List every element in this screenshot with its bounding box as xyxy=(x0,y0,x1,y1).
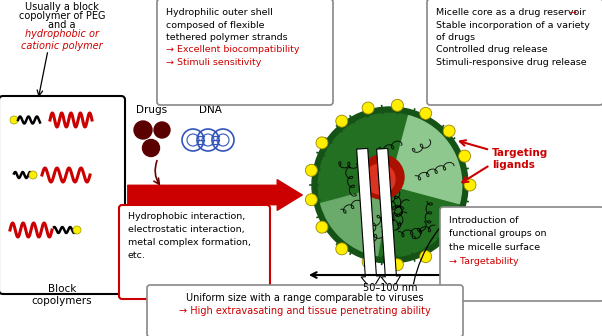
Text: electrostatic interaction,: electrostatic interaction, xyxy=(128,225,244,234)
Text: metal complex formation,: metal complex formation, xyxy=(128,238,251,247)
Text: Usually a block: Usually a block xyxy=(25,2,99,12)
Text: Block
copolymers: Block copolymers xyxy=(32,284,92,306)
Text: Stable incorporation of a variety: Stable incorporation of a variety xyxy=(436,20,590,30)
Circle shape xyxy=(143,139,160,157)
Text: → Excellent biocompatibility: → Excellent biocompatibility xyxy=(166,45,300,54)
Text: tethered polymer strands: tethered polymer strands xyxy=(166,33,288,42)
FancyArrowPatch shape xyxy=(356,149,380,290)
FancyBboxPatch shape xyxy=(427,0,602,105)
Circle shape xyxy=(305,194,317,206)
Text: Controlled drug release: Controlled drug release xyxy=(436,45,548,54)
Wedge shape xyxy=(390,116,462,204)
Text: 50–100 nm: 50–100 nm xyxy=(363,283,417,293)
Text: → Targetability: → Targetability xyxy=(449,256,519,265)
Circle shape xyxy=(365,164,395,194)
Text: Uniform size with a range comparable to viruses: Uniform size with a range comparable to … xyxy=(186,293,424,303)
Circle shape xyxy=(459,208,471,220)
FancyBboxPatch shape xyxy=(147,285,463,336)
FancyArrowPatch shape xyxy=(377,149,400,290)
Text: Drugs: Drugs xyxy=(137,105,167,115)
Text: functional groups on: functional groups on xyxy=(449,229,547,239)
Circle shape xyxy=(316,137,328,149)
FancyBboxPatch shape xyxy=(157,0,333,105)
Text: and a: and a xyxy=(48,20,76,30)
Text: etc.: etc. xyxy=(128,251,146,260)
Text: →: → xyxy=(568,8,576,17)
Text: of drugs: of drugs xyxy=(436,33,475,42)
FancyBboxPatch shape xyxy=(0,96,125,294)
FancyBboxPatch shape xyxy=(440,207,602,301)
Text: Targeting
ligands: Targeting ligands xyxy=(492,148,548,170)
Circle shape xyxy=(459,150,471,162)
Wedge shape xyxy=(321,185,390,256)
Circle shape xyxy=(420,108,432,119)
Circle shape xyxy=(29,171,37,179)
FancyBboxPatch shape xyxy=(119,205,270,299)
Circle shape xyxy=(316,221,328,233)
Text: copolymer of PEG: copolymer of PEG xyxy=(19,11,105,21)
FancyArrowPatch shape xyxy=(462,166,488,182)
Circle shape xyxy=(336,243,348,255)
Circle shape xyxy=(391,259,403,271)
Circle shape xyxy=(391,99,403,111)
Circle shape xyxy=(362,256,374,268)
FancyArrowPatch shape xyxy=(128,180,302,210)
Text: hydrophobic or
cationic polymer: hydrophobic or cationic polymer xyxy=(21,29,103,51)
Circle shape xyxy=(336,115,348,127)
Text: → Stimuli sensitivity: → Stimuli sensitivity xyxy=(166,58,261,67)
Circle shape xyxy=(134,121,152,139)
Circle shape xyxy=(305,164,317,176)
Text: composed of flexible: composed of flexible xyxy=(166,20,264,30)
Text: Introduction of: Introduction of xyxy=(449,216,518,225)
Text: the micelle surface: the micelle surface xyxy=(449,243,540,252)
Text: → High extravasating and tissue penetrating ability: → High extravasating and tissue penetrat… xyxy=(179,306,431,316)
Circle shape xyxy=(318,113,462,257)
Circle shape xyxy=(464,179,476,191)
Circle shape xyxy=(73,226,81,234)
Circle shape xyxy=(443,233,455,245)
Text: DNA: DNA xyxy=(199,105,222,115)
Text: Stimuli-responsive drug release: Stimuli-responsive drug release xyxy=(436,58,586,67)
Text: Hydrophilic outer shell: Hydrophilic outer shell xyxy=(166,8,273,17)
FancyArrowPatch shape xyxy=(460,140,488,149)
Circle shape xyxy=(443,125,455,137)
Circle shape xyxy=(362,102,374,114)
Text: Micelle core as a drug reservoir: Micelle core as a drug reservoir xyxy=(436,8,589,17)
Circle shape xyxy=(420,251,432,263)
Circle shape xyxy=(360,155,404,199)
Text: Hydrophobic interaction,: Hydrophobic interaction, xyxy=(128,212,245,221)
Circle shape xyxy=(312,107,468,263)
Circle shape xyxy=(154,122,170,138)
Circle shape xyxy=(10,116,18,124)
